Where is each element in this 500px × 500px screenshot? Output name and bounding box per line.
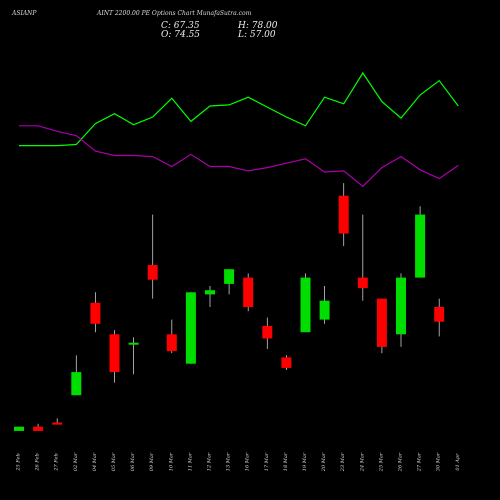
- purple-indicator-line: [19, 125, 459, 188]
- candle-body: [243, 277, 254, 307]
- candle-body: [300, 277, 311, 333]
- x-tick-label: 12 Mar: [207, 452, 213, 471]
- candle-body: [396, 277, 406, 335]
- x-tick-label: 18 Mar: [283, 452, 289, 471]
- candle-body: [262, 325, 273, 339]
- candle-15: [300, 273, 311, 333]
- candle-body: [205, 290, 215, 295]
- x-tick-label: 27 Mar: [417, 452, 423, 472]
- candle-11: [224, 269, 235, 295]
- candle-17: [338, 183, 349, 247]
- candle-body: [147, 265, 158, 280]
- candle-10: [205, 286, 215, 307]
- low-label: L: 57.00: [238, 30, 276, 40]
- x-tick-label: 26 Feb: [35, 453, 41, 471]
- high-label: H: 78.00: [238, 21, 278, 31]
- candle-body: [14, 426, 24, 431]
- x-tick-label: 30 Mar: [436, 452, 442, 471]
- candle-body: [434, 307, 445, 322]
- candle-body: [52, 422, 63, 425]
- x-tick-label: 11 Mar: [187, 452, 193, 471]
- candle-1: [33, 423, 44, 431]
- x-tick-label: 04 Mar: [92, 452, 98, 471]
- candle-body: [166, 334, 177, 352]
- open-label: O: 74.55: [161, 30, 201, 40]
- x-tick-label: 23 Mar: [340, 452, 346, 472]
- candle-body: [128, 342, 139, 345]
- indicator-lines: [19, 71, 459, 188]
- x-tick-label: 25 Feb: [16, 453, 22, 471]
- x-tick-label: 09 Mar: [149, 452, 155, 471]
- candle-body: [415, 214, 426, 278]
- x-tick-label: 06 Mar: [130, 452, 136, 471]
- green-indicator-line: [19, 71, 459, 147]
- x-tick-label: 19 Mar: [302, 452, 308, 471]
- candle-body: [90, 302, 101, 324]
- x-tick-label: 10 Mar: [168, 452, 174, 471]
- candle-body: [71, 372, 82, 396]
- close-label: C: 67.35: [161, 21, 200, 31]
- candle-9: [185, 292, 196, 364]
- x-tick-label: 27 Feb: [54, 453, 60, 471]
- candle-body: [357, 277, 368, 289]
- candle-20: [396, 273, 406, 347]
- candle-4: [90, 292, 101, 333]
- candle-body: [185, 292, 196, 364]
- candle-5: [109, 330, 120, 383]
- candle-body: [33, 426, 44, 431]
- candle-body: [109, 334, 120, 373]
- candle-13: [262, 317, 273, 349]
- x-tick-label: 17 Mar: [264, 452, 270, 471]
- x-axis-ticks: 25 Feb 26 Feb 27 Feb 02 Mar 04 Mar 05 Mar 06 M…: [16, 452, 461, 472]
- candle-19: [376, 298, 387, 354]
- candle-body: [281, 357, 292, 368]
- x-tick-label: 16 Mar: [245, 452, 251, 471]
- candle-0: [14, 426, 24, 431]
- symbol-label: ASIANP: [12, 10, 37, 17]
- candle-body: [224, 269, 235, 284]
- candle-14: [281, 355, 292, 370]
- candle-7: [147, 214, 158, 299]
- candles: [14, 183, 445, 431]
- candle-6: [128, 337, 139, 375]
- x-tick-label: 02 Mar: [73, 452, 79, 471]
- candle-12: [243, 273, 254, 312]
- x-tick-label: 05 Mar: [111, 452, 117, 471]
- candle-3: [71, 355, 82, 396]
- candle-body: [376, 298, 387, 347]
- candle-body: [319, 300, 330, 320]
- x-tick-label: 20 Mar: [321, 452, 327, 472]
- candle-22: [434, 298, 445, 337]
- candle-16: [319, 286, 330, 324]
- x-tick-label: 01 Apr: [455, 453, 461, 471]
- x-tick-label: 13 Mar: [226, 452, 232, 471]
- candle-18: [357, 214, 368, 301]
- candle-21: [415, 206, 426, 278]
- candle-2: [52, 418, 63, 425]
- x-tick-label: 26 Mar: [398, 452, 404, 472]
- candle-body: [338, 195, 349, 234]
- x-tick-label: 25 Mar: [378, 452, 384, 472]
- contract-label: AINT 2200.00 PE Options Chart MunafaSutr…: [97, 10, 252, 17]
- x-tick-label: 24 Mar: [359, 452, 365, 472]
- candle-8: [166, 319, 177, 354]
